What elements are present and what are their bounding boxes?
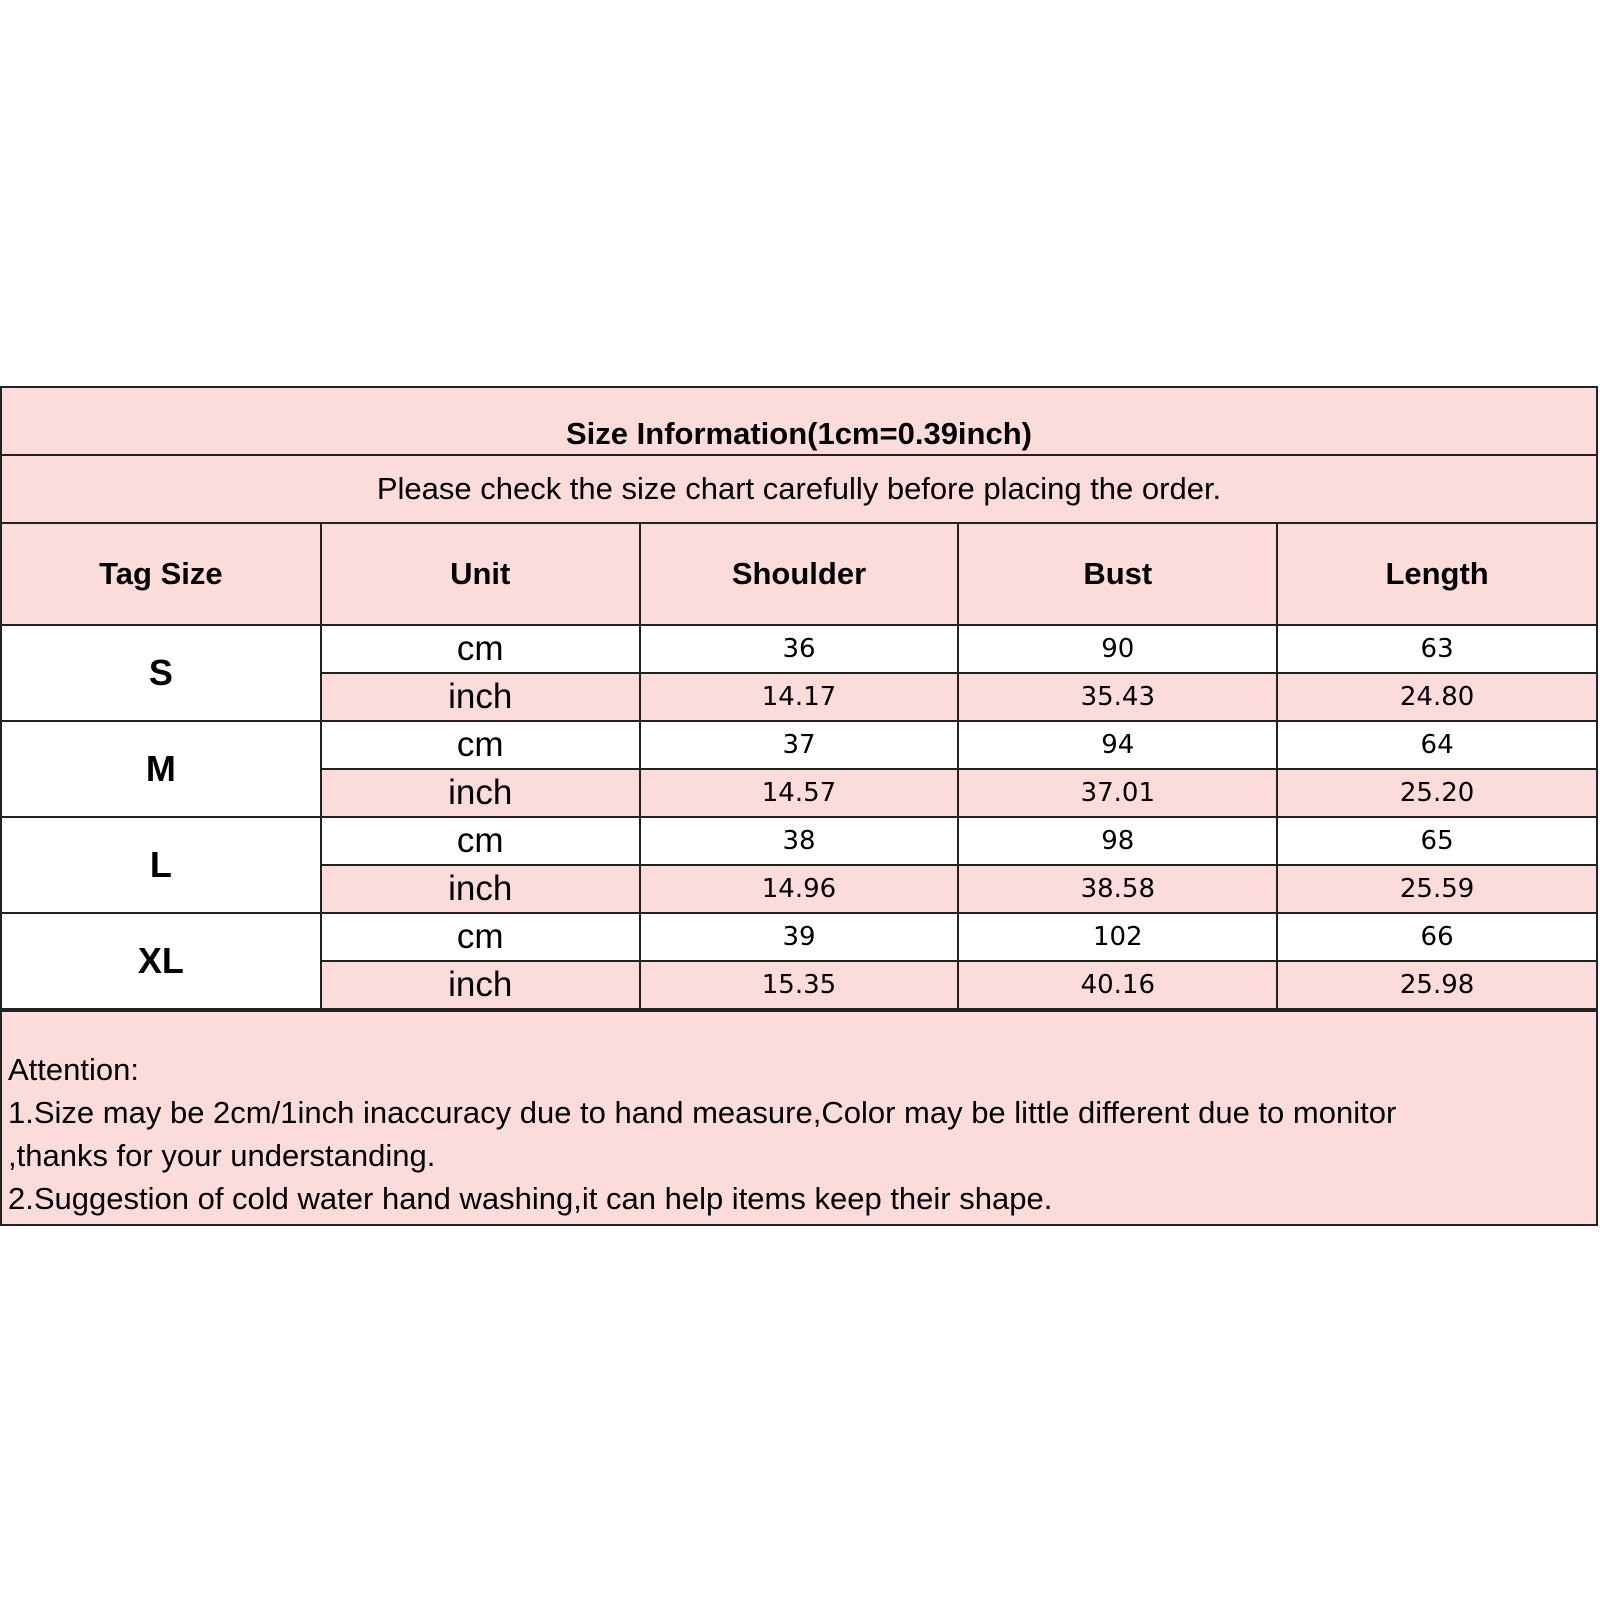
shoulder-cell: 37 [638,720,960,770]
bust-cell: 38.58 [957,864,1279,914]
length-cell: 25.98 [1276,960,1596,1010]
shoulder-cell: 14.96 [638,864,960,914]
unit-cell: cm [319,720,641,770]
bust-cell: 94 [957,720,1279,770]
table-row: inch 15.35 40.16 25.98 [2,960,1596,1010]
shoulder-cell: 39 [638,912,960,962]
bust-cell: 37.01 [957,768,1279,818]
shoulder-cell: 14.57 [638,768,960,818]
unit-cell: inch [320,960,641,1010]
notes-heading: Attention: [8,1052,139,1087]
tag-size-cell: XL [2,912,322,1010]
length-cell: 66 [1276,912,1596,962]
length-cell: 63 [1276,624,1596,674]
bust-cell: 90 [957,624,1279,674]
length-cell: 24.80 [1276,672,1596,722]
header-bust: Bust [957,524,1279,626]
chart-title: Size Information(1cm=0.39inch) [2,388,1596,456]
shoulder-cell: 15.35 [638,960,960,1010]
unit-cell: cm [319,912,641,962]
length-cell: 25.59 [1276,864,1596,914]
note-line: ,thanks for your understanding. [8,1138,436,1173]
length-cell: 65 [1276,816,1596,866]
table-row: inch 14.96 38.58 25.59 [2,864,1596,914]
bust-cell: 98 [957,816,1279,866]
table-row: inch 14.57 37.01 25.20 [2,768,1596,818]
bust-cell: 40.16 [957,960,1279,1010]
tag-size-cell: S [2,624,322,722]
header-tag-size: Tag Size [2,524,322,626]
bust-cell: 35.43 [957,672,1279,722]
shoulder-cell: 38 [638,816,960,866]
table-row: XL cm 39 102 66 [2,912,1596,1010]
unit-cell: cm [319,816,641,866]
note-line: 2.Suggestion of cold water hand washing,… [8,1181,1053,1216]
length-cell: 64 [1276,720,1596,770]
attention-notes: Attention: 1.Size may be 2cm/1inch inacc… [2,1010,1596,1224]
table-row: inch 14.17 35.43 24.80 [2,672,1596,722]
tag-size-cell: L [2,816,322,914]
size-chart: Size Information(1cm=0.39inch) Please ch… [0,386,1598,1226]
length-cell: 25.20 [1276,768,1596,818]
header-unit: Unit [319,524,641,626]
unit-cell: cm [319,624,641,674]
unit-cell: inch [320,864,641,914]
header-shoulder: Shoulder [638,524,960,626]
tag-size-cell: M [2,720,322,818]
bust-cell: 102 [957,912,1279,962]
chart-subtitle: Please check the size chart carefully be… [2,456,1596,524]
shoulder-cell: 14.17 [638,672,960,722]
unit-cell: inch [320,768,641,818]
shoulder-cell: 36 [638,624,960,674]
header-row: Tag Size Unit Shoulder Bust Length [2,524,1596,626]
header-length: Length [1276,524,1596,626]
note-line: 1.Size may be 2cm/1inch inaccuracy due t… [8,1095,1397,1130]
unit-cell: inch [320,672,641,722]
